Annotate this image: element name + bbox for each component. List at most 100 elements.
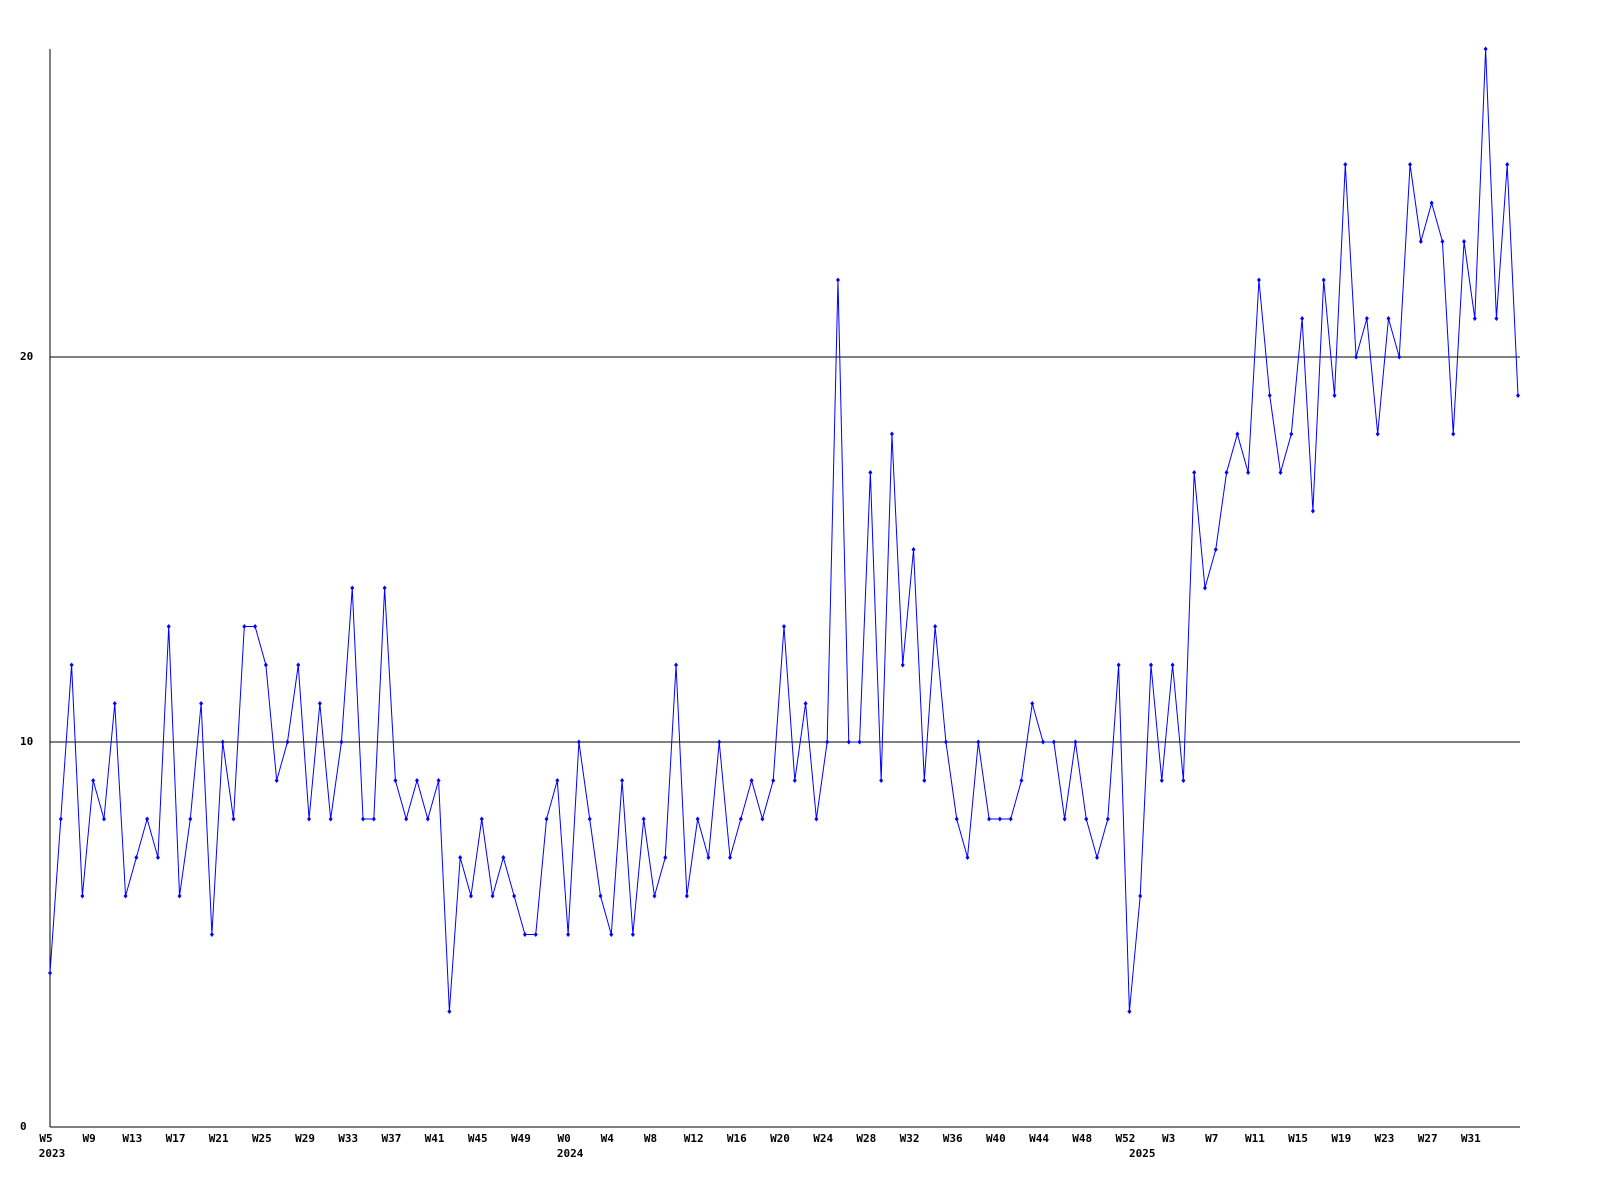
x-tick-label: W8 — [644, 1132, 657, 1145]
x-year-label: 2024 — [557, 1147, 584, 1160]
point — [1462, 239, 1467, 244]
point — [1440, 239, 1445, 244]
point — [997, 816, 1002, 822]
point — [760, 816, 765, 822]
x-tick-label: W24 — [813, 1132, 833, 1145]
point — [630, 932, 635, 937]
x-tick-label: W44 — [1029, 1132, 1049, 1145]
x-tick-label: W33 — [338, 1132, 358, 1145]
point — [296, 662, 301, 668]
point — [80, 893, 85, 899]
point — [933, 624, 938, 629]
point — [717, 739, 722, 745]
point — [468, 893, 473, 899]
x-tick-label: W45 — [468, 1132, 488, 1145]
point — [134, 855, 139, 860]
point — [253, 624, 258, 629]
point — [1127, 1009, 1132, 1014]
x-tick-label: W52 — [1115, 1132, 1135, 1145]
point — [188, 816, 193, 822]
point — [350, 585, 355, 591]
point — [123, 893, 128, 899]
point — [1235, 431, 1240, 437]
x-tick-label: W17 — [166, 1132, 186, 1145]
point — [803, 701, 808, 706]
y-tick-label: 0 — [20, 1120, 27, 1133]
x-tick-label: W12 — [684, 1132, 704, 1145]
x-tick-label: W23 — [1375, 1132, 1395, 1145]
point — [1202, 585, 1207, 591]
point — [1451, 431, 1456, 437]
point — [965, 855, 970, 860]
point — [490, 893, 495, 899]
point — [738, 816, 743, 822]
point — [1256, 277, 1261, 283]
point — [155, 855, 160, 860]
point — [641, 816, 646, 822]
point — [209, 932, 214, 937]
point — [1408, 162, 1413, 167]
point — [1095, 855, 1100, 860]
point — [1019, 778, 1024, 783]
point — [598, 893, 603, 899]
point — [900, 662, 905, 668]
point — [371, 816, 376, 822]
x-tick-label: W31 — [1461, 1132, 1481, 1145]
point — [1429, 200, 1434, 206]
x-tick-label: W4 — [601, 1132, 615, 1145]
point — [749, 778, 754, 783]
point — [1332, 393, 1337, 398]
point — [814, 816, 819, 822]
point — [1224, 470, 1229, 475]
point — [1041, 739, 1046, 745]
point — [501, 855, 506, 860]
x-tick-label: W37 — [381, 1132, 401, 1145]
x-tick-label: W16 — [727, 1132, 747, 1145]
point — [987, 816, 992, 822]
point — [684, 893, 689, 899]
point — [91, 778, 96, 783]
point — [825, 739, 830, 745]
point — [835, 277, 840, 283]
point — [1364, 316, 1369, 321]
point — [879, 778, 884, 783]
point — [522, 932, 527, 937]
point — [436, 778, 441, 783]
point — [317, 701, 322, 706]
point — [1494, 316, 1499, 321]
x-tick-label: W36 — [943, 1132, 963, 1145]
x-tick-label: W3 — [1162, 1132, 1175, 1145]
line — [49, 48, 1519, 1012]
point — [922, 778, 927, 783]
point — [555, 778, 560, 783]
point — [425, 816, 430, 822]
x-tick-label: W32 — [900, 1132, 920, 1145]
point — [1213, 547, 1218, 552]
point — [1375, 431, 1380, 437]
point — [1472, 316, 1477, 321]
point — [1159, 778, 1164, 783]
point — [889, 431, 894, 437]
point — [479, 816, 484, 822]
x-tick-label: W7 — [1205, 1132, 1218, 1145]
point — [1084, 816, 1089, 822]
x-tick-label: W9 — [83, 1132, 96, 1145]
point — [339, 739, 344, 745]
x-tick-label: W29 — [295, 1132, 315, 1145]
point — [1170, 662, 1175, 668]
point — [954, 816, 959, 822]
point — [976, 739, 981, 745]
point — [393, 778, 398, 783]
point — [663, 855, 668, 860]
point — [706, 855, 711, 860]
point — [1008, 816, 1013, 822]
point — [1267, 393, 1272, 398]
y-tick-label: 10 — [20, 735, 33, 748]
point — [792, 778, 797, 783]
x-tick-label: W5 — [39, 1132, 52, 1145]
x-tick-label: W40 — [986, 1132, 1006, 1145]
y-tick-label: 20 — [20, 350, 33, 363]
point — [576, 739, 581, 745]
point — [458, 855, 463, 860]
point — [587, 816, 592, 822]
